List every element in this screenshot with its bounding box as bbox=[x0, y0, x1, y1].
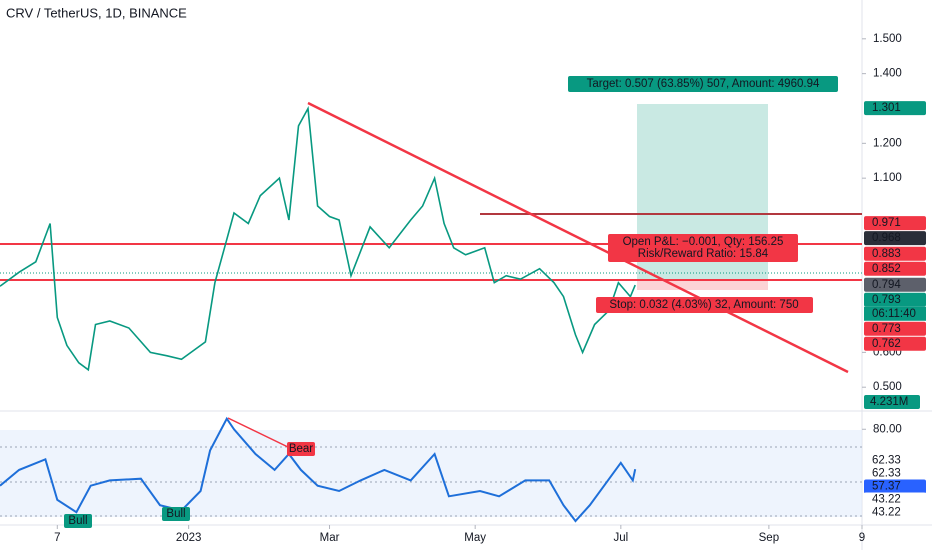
x-tick-label: 9 bbox=[859, 532, 865, 544]
volume-badge bbox=[864, 395, 920, 409]
chart-title: CRV / TetherUS, 1D, BINANCE bbox=[6, 5, 187, 20]
price-badge-label: 0.968 bbox=[872, 232, 901, 244]
price-badge bbox=[864, 261, 926, 276]
rsi-line bbox=[0, 416, 637, 523]
countdown-badge bbox=[864, 306, 926, 321]
stop-label: Stop: 0.032 (4.03%) 32, Amount: 750 bbox=[609, 299, 798, 311]
price-badge-label: 0.852 bbox=[872, 263, 901, 275]
x-tick-label: Mar bbox=[320, 532, 340, 544]
x-tick-label: Sep bbox=[759, 532, 779, 544]
target-box bbox=[568, 76, 838, 92]
price-badge-label: 62.33 bbox=[872, 454, 901, 466]
price-badge-label: 0.793 bbox=[872, 294, 901, 306]
price-badge-label: 43.22 bbox=[872, 493, 901, 505]
y-tick-label: 1.100 bbox=[873, 172, 902, 184]
y-tick-label: 1.500 bbox=[873, 33, 902, 45]
trend-line bbox=[307, 101, 849, 374]
divergence-line bbox=[227, 417, 291, 449]
price-badge-label: 62.33 bbox=[872, 467, 901, 479]
x-tick-label: Jul bbox=[613, 532, 628, 544]
price-badge bbox=[864, 505, 926, 520]
y-tick-label: 80.00 bbox=[873, 423, 902, 435]
price-badge bbox=[864, 246, 926, 261]
y-tick-label: 0.500 bbox=[873, 381, 902, 393]
price-badge-label: 0.971 bbox=[872, 217, 901, 229]
signal-label: Bull bbox=[166, 508, 185, 520]
rsi-band bbox=[0, 430, 862, 517]
price-badge bbox=[864, 479, 926, 494]
signal-badge bbox=[64, 514, 92, 528]
pnl-box bbox=[608, 234, 798, 262]
price-badge bbox=[864, 101, 926, 116]
price-badge bbox=[864, 292, 926, 307]
price-badge bbox=[864, 231, 926, 246]
countdown: 06:11:40 bbox=[872, 308, 916, 320]
price-badge bbox=[864, 321, 926, 336]
stop-box bbox=[596, 297, 813, 313]
target-label: Target: 0.507 (63.85%) 507, Amount: 4960… bbox=[587, 78, 820, 90]
pnl-label: Risk/Reward Ratio: 15.84 bbox=[638, 248, 769, 260]
price-badge bbox=[864, 277, 926, 292]
price-badge-label: 43.22 bbox=[872, 506, 901, 518]
price-badge bbox=[864, 336, 926, 351]
x-tick-label: 7 bbox=[54, 532, 60, 544]
signal-label: Bull bbox=[68, 515, 87, 527]
signal-label: Bear bbox=[289, 443, 313, 455]
price-badge bbox=[864, 492, 926, 507]
signal-badge bbox=[162, 507, 190, 521]
x-tick-label: 2023 bbox=[176, 532, 202, 544]
x-tick-label: May bbox=[464, 532, 486, 544]
price-badge-label: 0.794 bbox=[872, 279, 901, 291]
price-badge-label: 0.762 bbox=[872, 338, 901, 350]
pnl-label: Open P&L: −0.001, Qty: 156.25 bbox=[623, 236, 784, 248]
volume-label: 4.231M bbox=[870, 396, 908, 408]
price-badge bbox=[864, 453, 926, 468]
price-badge-label: 1.301 bbox=[872, 102, 901, 114]
stop-zone bbox=[637, 280, 768, 290]
price-line bbox=[0, 105, 636, 372]
y-tick-label: 1.200 bbox=[873, 137, 902, 149]
price-badge bbox=[864, 216, 926, 231]
price-badge-label: 0.883 bbox=[872, 248, 901, 260]
price-badge bbox=[864, 466, 926, 481]
price-badge-label: 0.773 bbox=[872, 323, 901, 335]
price-badge-label: 57.37 bbox=[872, 480, 901, 492]
signal-badge bbox=[287, 442, 315, 456]
y-tick-label: 1.400 bbox=[873, 68, 902, 80]
